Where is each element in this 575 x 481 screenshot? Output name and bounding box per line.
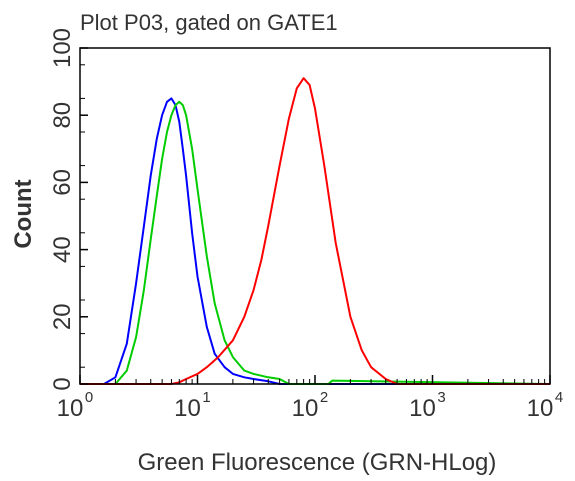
x-tick-exponent: 1 [202, 389, 210, 406]
y-tick-label: 80 [49, 102, 76, 129]
x-tick-exponent: 0 [85, 389, 93, 406]
x-tick-label: 10 [409, 395, 436, 422]
x-tick-label: 10 [57, 395, 84, 422]
y-tick-label: 100 [49, 28, 76, 68]
y-axis-label: Count [10, 179, 37, 248]
x-tick-exponent: 4 [555, 389, 563, 406]
y-tick-label: 40 [49, 236, 76, 263]
series-line-1 [80, 97, 550, 385]
x-tick-exponent: 3 [437, 389, 445, 406]
series-group [80, 77, 551, 385]
x-axis-label: Green Fluorescence (GRN-HLog) [138, 449, 497, 476]
chart-title: Plot P03, gated on GATE1 [80, 10, 338, 35]
x-ticks-group: 10 0 10 1 10 2 10 3 10 4 [57, 375, 563, 422]
y-tick-label: 20 [49, 303, 76, 330]
y-tick-label: 60 [49, 169, 76, 196]
series-line-2 [80, 100, 551, 385]
plot-frame [79, 47, 551, 385]
x-tick-label: 10 [527, 395, 554, 422]
y-ticks-group: 0 20 40 60 80 100 [49, 28, 88, 391]
x-tick-label: 10 [292, 395, 319, 422]
x-tick-label: 10 [174, 395, 201, 422]
x-tick-exponent: 2 [320, 389, 328, 406]
y-tick-label: 0 [49, 377, 76, 390]
series-line-3 [80, 77, 550, 385]
